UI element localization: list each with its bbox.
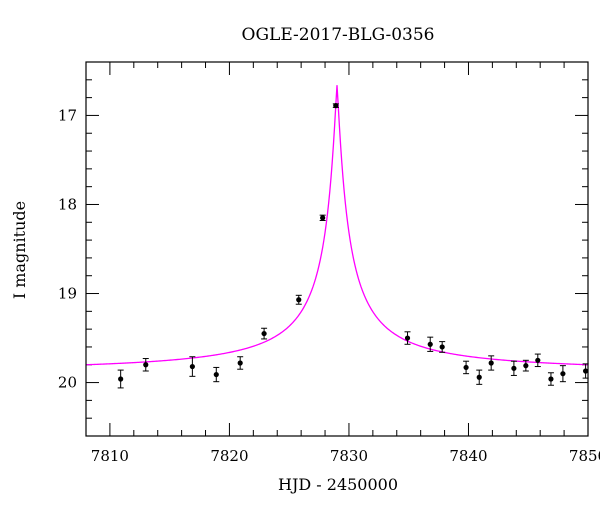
point-marker bbox=[237, 360, 243, 366]
y-tick-label: 19 bbox=[58, 285, 77, 303]
point-marker bbox=[560, 371, 566, 377]
point-marker bbox=[488, 360, 494, 366]
point-marker bbox=[189, 363, 195, 370]
data-point bbox=[510, 360, 517, 376]
x-tick-label: 7850 bbox=[569, 447, 600, 465]
point-marker bbox=[439, 344, 445, 350]
data-point bbox=[261, 327, 268, 340]
data-point bbox=[117, 369, 124, 389]
data-point bbox=[295, 294, 302, 305]
point-marker bbox=[583, 368, 589, 374]
data-point bbox=[332, 103, 339, 109]
data-point bbox=[427, 336, 434, 352]
y-tick-label: 18 bbox=[58, 195, 77, 213]
model-curve bbox=[85, 85, 589, 366]
point-marker bbox=[261, 330, 267, 337]
point-marker bbox=[427, 341, 433, 347]
point-marker bbox=[511, 365, 517, 371]
tick-labels: 7810 7820 7830 7840 7850 17 18 19 20 bbox=[58, 106, 600, 465]
y-axis-label: I magnitude bbox=[10, 201, 29, 299]
data-point bbox=[189, 356, 196, 377]
data-point bbox=[476, 369, 483, 385]
point-marker bbox=[463, 364, 469, 371]
data-point bbox=[404, 331, 411, 345]
data-point bbox=[522, 359, 529, 372]
point-marker bbox=[333, 103, 339, 109]
data-point bbox=[488, 355, 495, 371]
data-point bbox=[463, 360, 470, 375]
point-marker bbox=[118, 376, 124, 382]
point-marker bbox=[320, 215, 326, 221]
data-point bbox=[213, 366, 220, 383]
point-marker bbox=[143, 362, 149, 368]
axis-ticks bbox=[85, 61, 589, 437]
point-marker bbox=[213, 371, 219, 378]
chart-title: OGLE-2017-BLG-0356 bbox=[242, 25, 435, 45]
y-tick-label: 17 bbox=[58, 106, 77, 124]
data-point bbox=[534, 353, 541, 368]
data-point bbox=[582, 363, 589, 379]
x-axis-label: HJD - 2450000 bbox=[278, 475, 398, 494]
x-tick-label: 7840 bbox=[449, 447, 487, 465]
point-marker bbox=[523, 363, 529, 369]
data-point bbox=[142, 358, 149, 372]
data-point bbox=[439, 341, 446, 353]
data-point bbox=[547, 372, 554, 386]
y-tick-label: 20 bbox=[58, 374, 77, 392]
plot-frame bbox=[85, 61, 589, 437]
data-point bbox=[319, 214, 326, 222]
point-marker bbox=[296, 297, 302, 303]
data-point bbox=[237, 356, 244, 370]
x-tick-label: 7820 bbox=[210, 447, 248, 465]
point-marker bbox=[535, 357, 541, 363]
x-tick-label: 7810 bbox=[91, 447, 129, 465]
x-tick-label: 7830 bbox=[330, 447, 368, 465]
data-points bbox=[117, 103, 589, 389]
point-marker bbox=[404, 335, 411, 341]
point-marker bbox=[476, 374, 482, 380]
point-marker bbox=[548, 376, 554, 382]
data-point bbox=[559, 365, 566, 383]
